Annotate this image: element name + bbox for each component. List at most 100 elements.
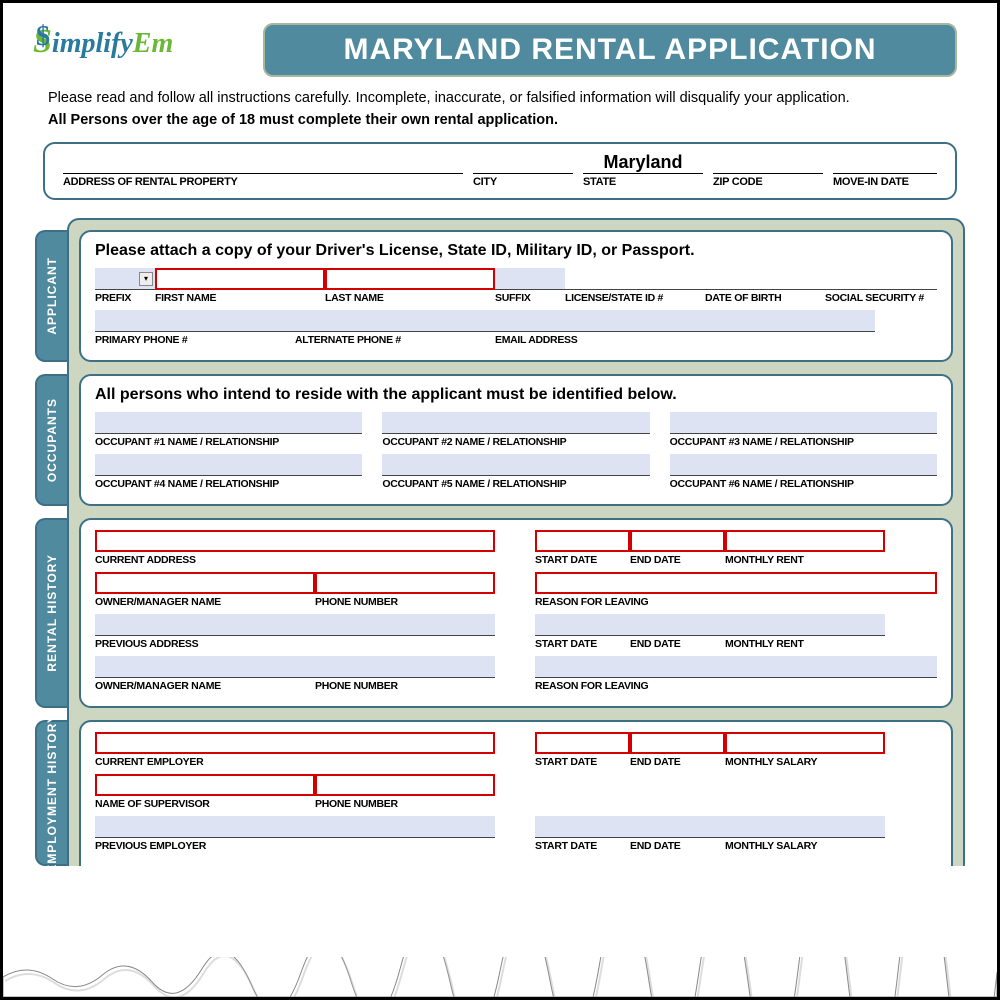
occupant-2-field[interactable] xyxy=(382,412,649,434)
eh-start-date-label: START DATE xyxy=(535,756,630,768)
logo: SimplifyEm xyxy=(33,23,173,61)
occupant-1-label: OCCUPANT #1 NAME / RELATIONSHIP xyxy=(95,436,362,448)
current-employer-field[interactable] xyxy=(95,732,495,754)
supervisor-field[interactable] xyxy=(95,774,315,796)
dob-field[interactable] xyxy=(705,268,825,290)
last-name-field[interactable] xyxy=(325,268,495,290)
eh-monthly-salary-field[interactable] xyxy=(725,732,885,754)
alt-phone-label: ALTERNATE PHONE # xyxy=(295,334,495,346)
first-name-field[interactable] xyxy=(155,268,325,290)
occupant-6-field[interactable] xyxy=(670,454,937,476)
eh2-monthly-salary-label: MONTHLY SALARY xyxy=(725,840,885,852)
employment-tab: EMPLOYMENT HISTORY xyxy=(35,720,67,866)
rental-history-tab-label: RENTAL HISTORY xyxy=(45,554,59,672)
occupant-4-field[interactable] xyxy=(95,454,362,476)
occupant-3-field[interactable] xyxy=(670,412,937,434)
eh-end-date-field[interactable] xyxy=(630,732,725,754)
primary-phone-field[interactable] xyxy=(95,310,295,332)
occupants-tab-label: OCCUPANTS xyxy=(45,398,59,482)
license-field[interactable] xyxy=(565,268,705,290)
eh-phone-field[interactable] xyxy=(315,774,495,796)
current-address-field[interactable] xyxy=(95,530,495,552)
first-name-label: FIRST NAME xyxy=(155,292,325,304)
zip-field[interactable] xyxy=(713,152,823,174)
rh2-phone-field[interactable] xyxy=(315,656,495,678)
city-field[interactable] xyxy=(473,152,573,174)
eh2-end-date-field[interactable] xyxy=(630,816,725,838)
reason-leaving-field[interactable] xyxy=(535,572,937,594)
rh-monthly-rent-field[interactable] xyxy=(725,530,885,552)
occupants-tab: OCCUPANTS xyxy=(35,374,67,506)
employment-tab-label: EMPLOYMENT HISTORY xyxy=(45,714,59,873)
eh-end-date-label: END DATE xyxy=(630,756,725,768)
rental-history-section: RENTAL HISTORY CURRENT ADDRESS START DAT… xyxy=(79,518,953,708)
rh-phone-field[interactable] xyxy=(315,572,495,594)
applicant-tab-label: APPLICANT xyxy=(45,257,59,335)
previous-employer-field[interactable] xyxy=(95,816,495,838)
suffix-field[interactable] xyxy=(495,268,565,290)
current-employer-label: CURRENT EMPLOYER xyxy=(95,756,495,768)
suffix-label: SUFFIX xyxy=(495,292,565,304)
occupant-1-field[interactable] xyxy=(95,412,362,434)
email-label: EMAIL ADDRESS xyxy=(495,334,937,346)
occupant-5-label: OCCUPANT #5 NAME / RELATIONSHIP xyxy=(382,478,649,490)
rh-monthly-rent-label: MONTHLY RENT xyxy=(725,554,885,566)
occupant-4-label: OCCUPANT #4 NAME / RELATIONSHIP xyxy=(95,478,362,490)
occupant-6-label: OCCUPANT #6 NAME / RELATIONSHIP xyxy=(670,478,937,490)
eh2-start-date-label: START DATE xyxy=(535,840,630,852)
applicant-section: APPLICANT Please attach a copy of your D… xyxy=(79,230,953,362)
eh-start-date-field[interactable] xyxy=(535,732,630,754)
city-label: CITY xyxy=(473,176,573,188)
rh2-end-date-label: END DATE xyxy=(630,638,725,650)
sections-container: APPLICANT Please attach a copy of your D… xyxy=(67,218,965,866)
previous-employer-label: PREVIOUS EMPLOYER xyxy=(95,840,495,852)
primary-phone-label: PRIMARY PHONE # xyxy=(95,334,295,346)
logo-em: Em xyxy=(133,28,173,59)
license-label: LICENSE/STATE ID # xyxy=(565,292,705,304)
logo-implify: implify xyxy=(52,28,133,59)
movein-field[interactable] xyxy=(833,152,937,174)
supervisor-label: NAME OF SUPERVISOR xyxy=(95,798,315,810)
torn-edge xyxy=(3,957,997,997)
zip-label: ZIP CODE xyxy=(713,176,823,188)
rh2-monthly-rent-field[interactable] xyxy=(725,614,885,636)
rh-end-date-field[interactable] xyxy=(630,530,725,552)
prefix-label: PREFIX xyxy=(95,292,155,304)
eh2-start-date-field[interactable] xyxy=(535,816,630,838)
state-value: Maryland xyxy=(583,152,703,174)
occupants-heading: All persons who intend to reside with th… xyxy=(95,386,937,404)
occupant-5-field[interactable] xyxy=(382,454,649,476)
rh2-end-date-field[interactable] xyxy=(630,614,725,636)
email-field[interactable] xyxy=(495,310,875,332)
rh-start-date-label: START DATE xyxy=(535,554,630,566)
prefix-dropdown-icon[interactable]: ▾ xyxy=(139,272,153,286)
alt-phone-field[interactable] xyxy=(295,310,495,332)
applicant-tab: APPLICANT xyxy=(35,230,67,362)
rh2-start-date-field[interactable] xyxy=(535,614,630,636)
owner-manager-field[interactable] xyxy=(95,572,315,594)
last-name-label: LAST NAME xyxy=(325,292,495,304)
ssn-field[interactable] xyxy=(825,268,937,290)
owner-manager-2-field[interactable] xyxy=(95,656,315,678)
dob-label: DATE OF BIRTH xyxy=(705,292,825,304)
rh-phone-label: PHONE NUMBER xyxy=(315,596,495,608)
title-bar: MARYLAND RENTAL APPLICATION xyxy=(263,23,957,77)
previous-address-field[interactable] xyxy=(95,614,495,636)
applicant-heading: Please attach a copy of your Driver's Li… xyxy=(95,242,937,260)
reason-leaving-2-label: REASON FOR LEAVING xyxy=(535,680,937,692)
reason-leaving-label: REASON FOR LEAVING xyxy=(535,596,937,608)
employment-section: EMPLOYMENT HISTORY CURRENT EMPLOYER STAR… xyxy=(79,720,953,866)
address-field[interactable] xyxy=(63,152,463,174)
rh-start-date-field[interactable] xyxy=(535,530,630,552)
rh2-phone-label: PHONE NUMBER xyxy=(315,680,495,692)
eh2-monthly-salary-field[interactable] xyxy=(725,816,885,838)
reason-leaving-2-field[interactable] xyxy=(535,656,937,678)
rh-end-date-label: END DATE xyxy=(630,554,725,566)
prefix-field[interactable]: ▾ xyxy=(95,268,155,290)
previous-address-label: PREVIOUS ADDRESS xyxy=(95,638,495,650)
current-address-label: CURRENT ADDRESS xyxy=(95,554,495,566)
state-label: STATE xyxy=(583,176,703,188)
logo-s: S xyxy=(33,23,52,61)
property-address-box: ADDRESS OF RENTAL PROPERTY CITY Maryland… xyxy=(43,142,957,200)
rh2-start-date-label: START DATE xyxy=(535,638,630,650)
